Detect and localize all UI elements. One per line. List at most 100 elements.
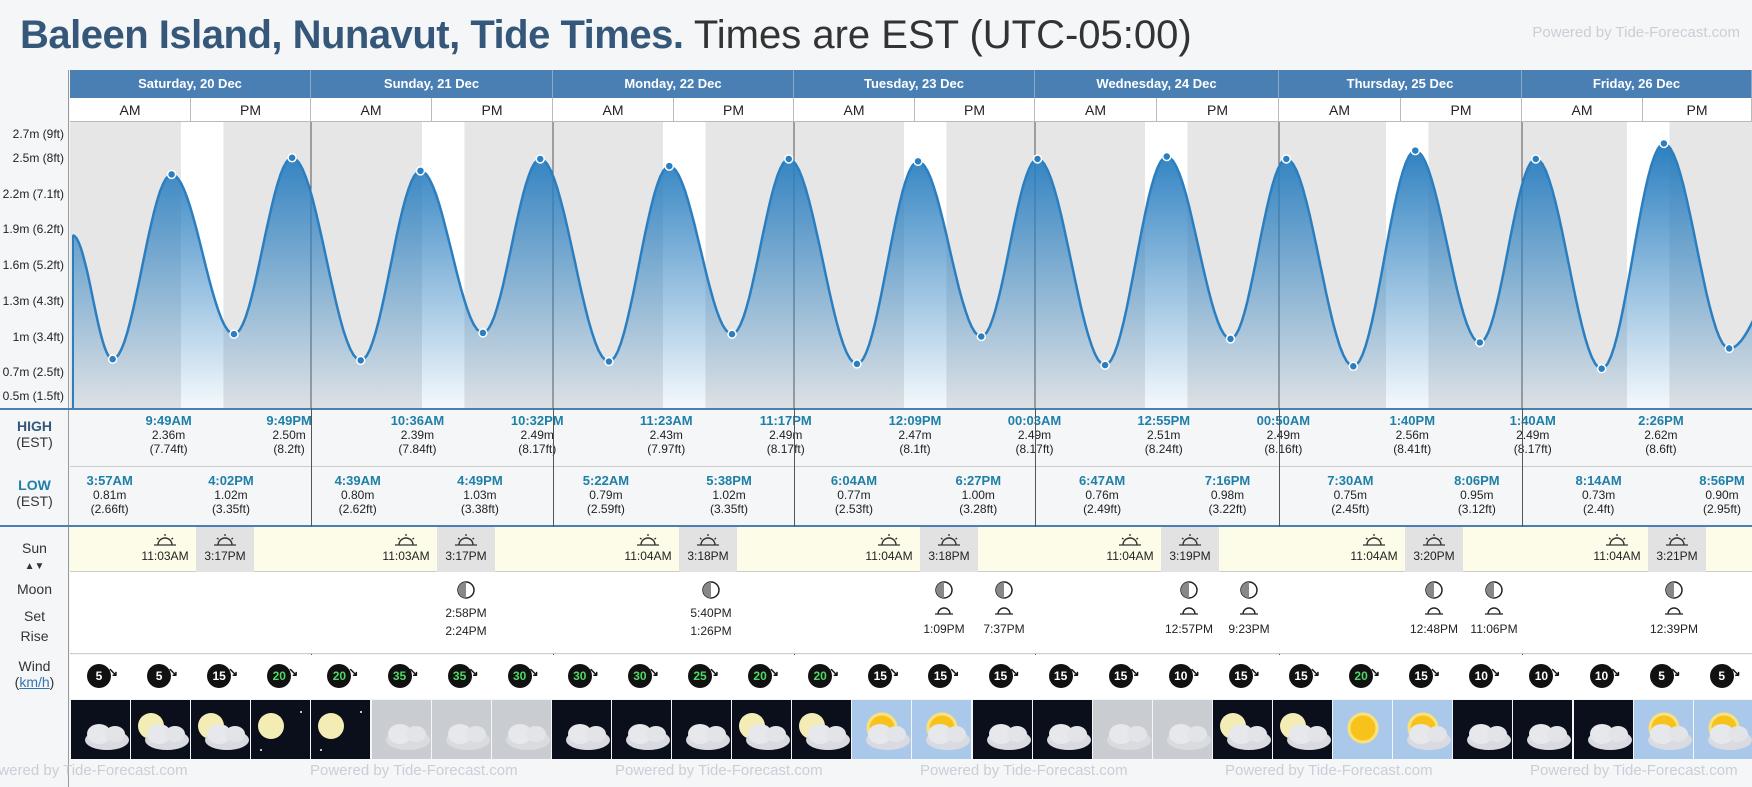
- high-tide-entry: 11:23AM 2.43m (7.97ft): [636, 413, 696, 457]
- am-label: AM: [1522, 98, 1643, 122]
- am-label: AM: [794, 98, 915, 122]
- tide-extreme-point: [1659, 138, 1669, 149]
- moon-cell: 1:09PM: [915, 580, 973, 650]
- high-tide-height-m: 2.62m: [1644, 428, 1678, 442]
- moonrise-time: 2:24PM: [445, 624, 487, 638]
- low-tide-height-m: 0.90m: [1705, 488, 1739, 502]
- powered-by[interactable]: Powered by Tide-Forecast.com: [1532, 24, 1740, 41]
- wind-speed-badge: 25 ↘: [688, 664, 719, 688]
- day-header: Tuesday, 23 Dec: [794, 70, 1035, 98]
- day-header: Friday, 26 Dec: [1522, 70, 1752, 98]
- powered-by-footer-text[interactable]: Powered by Tide-Forecast.com: [0, 762, 188, 779]
- sunrise-icon: [1588, 533, 1646, 549]
- sunset-icon: [1161, 533, 1219, 549]
- moonrise-icon: [1645, 604, 1703, 622]
- low-tide-height-m: 1.03m: [463, 488, 497, 502]
- low-tide-height-m: 0.79m: [589, 488, 623, 502]
- day-header: Monday, 22 Dec: [553, 70, 794, 98]
- high-tide-height-m: 2.49m: [1005, 428, 1065, 442]
- powered-by-footer-text[interactable]: Powered by Tide-Forecast.com: [1225, 762, 1433, 779]
- tide-extreme-point: [355, 355, 366, 366]
- low-tide-time: 8:06PM: [1454, 473, 1500, 488]
- low-tide-entry: 4:49PM 1.03m (3.38ft): [450, 474, 510, 517]
- low-tide-height-m: 0.73m: [1581, 488, 1616, 502]
- low-tide-time: 4:02PM: [208, 473, 254, 488]
- low-tide-height-ft: (2.95ft): [1702, 502, 1741, 516]
- low-tide-height-ft: (3.38ft): [460, 502, 499, 516]
- wind-direction-arrow-icon: ↘: [949, 665, 960, 679]
- tide-extreme-point: [1531, 154, 1541, 164]
- weather-icon-cloud-night: [1453, 700, 1513, 759]
- wind-direction-arrow-icon: ↘: [1730, 665, 1741, 679]
- wind-speed-badge: 10 ↘: [1469, 664, 1500, 688]
- moon-cell: 12:48PM: [1405, 580, 1463, 650]
- sunset-cell: 3:19PM: [1161, 527, 1219, 572]
- sunrise-cell: 11:03AM: [136, 527, 194, 572]
- day-header: Thursday, 25 Dec: [1279, 70, 1522, 98]
- sunset-time: 3:18PM: [928, 549, 970, 563]
- wind-unit-link[interactable]: km/h: [19, 674, 50, 690]
- wind-direction-arrow-icon: ↘: [1370, 665, 1381, 679]
- high-label: HIGH (EST): [16, 418, 53, 450]
- page-title: Baleen Island, Nunavut, Tide Times. Time…: [20, 12, 1192, 58]
- low-tide-entry: 7:30AM 0.75m (2.45ft): [1320, 473, 1380, 517]
- sunset-icon: [1405, 533, 1463, 549]
- moonset-time: 5:40PM: [690, 606, 732, 620]
- wind-speed-badge: 30 ↘: [507, 664, 539, 688]
- tide-extreme-point: [1410, 145, 1421, 156]
- low-tide-height-m: 1.02m: [214, 488, 248, 502]
- pm-label: PM: [915, 98, 1035, 122]
- tide-chart: [70, 122, 1752, 408]
- high-tide-time: 00:03AM: [1005, 414, 1065, 428]
- high-tide-time: 1:40AM: [1509, 413, 1556, 428]
- low-tide-entry: 5:22AM 0.79m (2.59ft): [576, 474, 636, 517]
- moonrise-time: 12:57PM: [1164, 622, 1214, 636]
- sunrise-cell: 11:03AM: [377, 527, 435, 572]
- low-label: LOW (EST): [16, 477, 53, 509]
- sun-label[interactable]: Sun ▲▼: [22, 540, 47, 572]
- high-tide-height-ft: (8.24ft): [1144, 442, 1183, 456]
- am-label: AM: [1279, 98, 1401, 122]
- weather-icon-cloud-night: [551, 700, 611, 759]
- low-tide-height-ft: (2.49ft): [1083, 502, 1122, 516]
- powered-by-footer-text[interactable]: Powered by Tide-Forecast.com: [1530, 762, 1738, 779]
- high-tide-time: 11:23AM: [639, 413, 693, 428]
- powered-by-footer-text[interactable]: Powered by Tide-Forecast.com: [920, 762, 1128, 779]
- low-tide-time: 3:57AM: [86, 473, 133, 488]
- am-label: AM: [70, 98, 191, 122]
- moonrise-time: 7:37PM: [983, 622, 1025, 636]
- low-tide-time: 8:56PM: [1699, 473, 1745, 488]
- sunrise-icon: [619, 533, 677, 549]
- wind-speed-badge: 20 ↘: [748, 664, 779, 688]
- weather-icon-moon-cloud: [131, 700, 191, 759]
- powered-by-footer-text[interactable]: Powered by Tide-Forecast.com: [615, 762, 823, 779]
- moon-cell: 12:57PM: [1160, 580, 1218, 650]
- moonrise-time: 1:09PM: [923, 622, 965, 636]
- low-tide-height-ft: (3.12ft): [1457, 502, 1496, 516]
- wind-direction-arrow-icon: ↘: [829, 665, 840, 679]
- powered-by-footer-text[interactable]: Powered by Tide-Forecast.com: [310, 762, 518, 779]
- tide-extreme-point: [1225, 334, 1236, 344]
- wind-speed-badge: 5 ↘: [1649, 664, 1681, 688]
- wind-speed-badge: 20 ↘: [1349, 664, 1380, 688]
- tide-extreme-point: [166, 169, 177, 180]
- moonrise-icon: [1220, 604, 1278, 622]
- high-tide-height-m: 2.50m: [272, 428, 306, 442]
- tide-extreme-point: [1596, 363, 1607, 374]
- wind-speed-badge: 35 ↘: [447, 664, 479, 688]
- tide-extreme-point: [1724, 343, 1734, 354]
- high-tide-entry: 11:17PM 2.49m (8.17ft): [756, 414, 816, 457]
- sunrise-cell: 11:04AM: [860, 527, 918, 572]
- low-tide-height-ft: (3.35ft): [211, 502, 250, 516]
- high-tide-time: 12:09PM: [888, 413, 942, 428]
- y-tick-label: 0.7m (2.5ft): [2, 365, 64, 380]
- tide-extreme-point: [604, 356, 614, 367]
- wind-direction-arrow-icon: ↘: [1550, 665, 1561, 679]
- weather-icon-moon-clear: [311, 700, 371, 759]
- low-tide-height-ft: (2.62ft): [338, 502, 377, 516]
- sunset-time: 3:19PM: [1169, 549, 1211, 563]
- low-tide-time: 7:30AM: [1327, 473, 1374, 488]
- sunrise-icon: [860, 533, 918, 549]
- weather-icon-moon-cloud: [1212, 700, 1272, 759]
- timezone-note: Times are EST (UTC-05:00): [693, 13, 1192, 57]
